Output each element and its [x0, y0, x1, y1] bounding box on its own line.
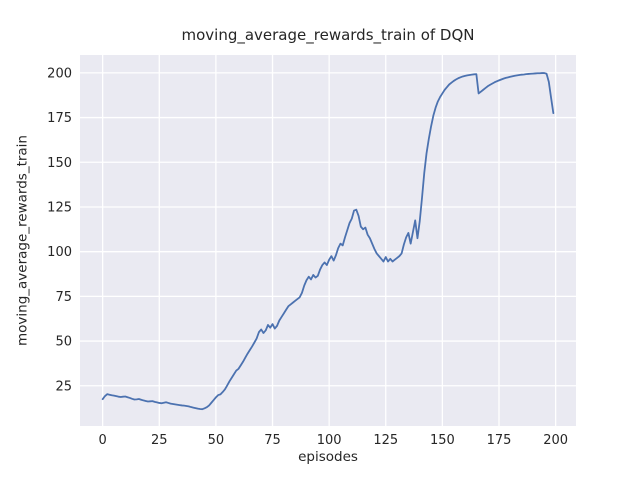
y-tick-label: 75	[55, 290, 72, 305]
y-tick-label: 125	[47, 200, 72, 215]
x-tick-label: 150	[430, 433, 455, 448]
chart-title: moving_average_rewards_train of DQN	[181, 26, 475, 44]
y-tick-label: 50	[55, 335, 72, 350]
x-tick-label: 75	[264, 433, 281, 448]
x-tick-label: 100	[317, 433, 342, 448]
y-tick-label: 150	[47, 156, 72, 171]
y-axis-label: moving_average_rewards_train	[14, 135, 31, 347]
series-lines	[101, 72, 555, 411]
x-tick-label: 200	[543, 433, 568, 448]
y-tick-label: 25	[55, 379, 72, 394]
x-tick-label: 175	[487, 433, 512, 448]
plot-area	[80, 55, 576, 426]
tick-labels: 0 25 50 75 100 125 150 175 200 25 50 75 100 125 150 175…	[47, 66, 568, 448]
x-tick-label: 0	[99, 433, 107, 448]
series-line	[101, 72, 555, 411]
x-axis-label: episodes	[298, 449, 358, 465]
x-tick-label: 125	[373, 433, 398, 448]
y-tick-label: 200	[47, 66, 72, 81]
x-tick-label: 50	[208, 433, 225, 448]
y-tick-label: 100	[47, 245, 72, 260]
y-tick-label: 175	[47, 111, 72, 126]
x-tick-label: 25	[151, 433, 168, 448]
gridlines	[80, 55, 576, 426]
